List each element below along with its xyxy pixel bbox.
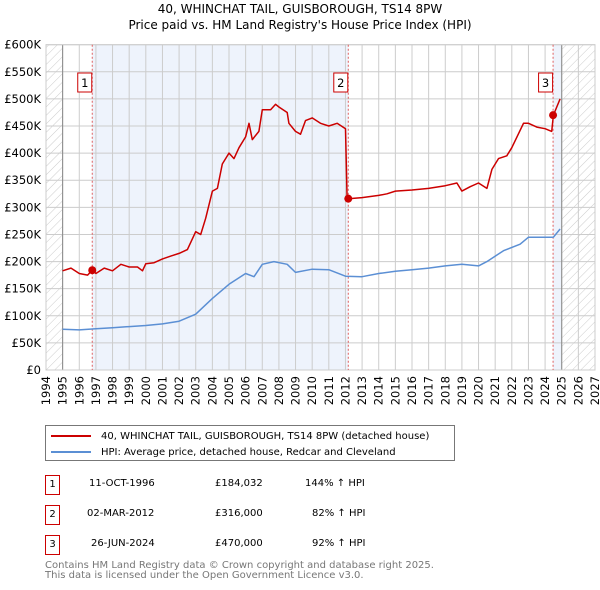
x-tick-label: 2005 xyxy=(222,376,236,405)
x-tick-label: 2027 xyxy=(588,376,600,405)
transaction-hpi: 144% ↑ HPI xyxy=(305,478,365,489)
x-tick-label: 2001 xyxy=(155,376,169,405)
transaction-hpi: 92% ↑ HPI xyxy=(312,538,366,549)
y-tick-label: £400K xyxy=(4,146,41,160)
x-tick-label: 1999 xyxy=(122,376,136,405)
y-tick-label: £0 xyxy=(26,363,41,377)
y-tick-label: £450K xyxy=(4,119,41,133)
transaction-number-badge: 3 xyxy=(45,535,60,555)
x-tick-label: 1994 xyxy=(39,376,53,405)
chart-title-line2: Price paid vs. HM Land Registry's House … xyxy=(128,18,472,32)
y-tick-label: £300K xyxy=(4,200,41,214)
x-tick-label: 2008 xyxy=(272,376,286,405)
x-tick-label: 2025 xyxy=(555,376,569,405)
x-tick-label: 2014 xyxy=(372,376,386,405)
transaction-price: £184,032 xyxy=(215,478,263,489)
legend-swatch-red xyxy=(51,435,91,437)
transaction-price: £316,000 xyxy=(215,508,263,519)
legend-label: 40, WHINCHAT TAIL, GUISBOROUGH, TS14 8PW… xyxy=(101,430,430,442)
x-tick-label: 2009 xyxy=(289,376,303,405)
x-tick-label: 2000 xyxy=(139,376,153,405)
x-tick-label: 2011 xyxy=(322,376,336,405)
y-tick-label: £500K xyxy=(4,92,41,106)
y-tick-label: £600K xyxy=(4,38,41,52)
sale-point xyxy=(88,266,97,275)
x-tick-label: 2022 xyxy=(505,376,519,405)
legend-label: HPI: Average price, detached house, Redc… xyxy=(101,446,396,458)
plot-border xyxy=(45,44,596,371)
x-tick-label: 2006 xyxy=(239,376,253,405)
y-tick-label: £200K xyxy=(4,255,41,269)
transaction-hpi: 82% ↑ HPI xyxy=(312,508,366,519)
y-tick-label: £100K xyxy=(4,309,41,323)
transaction-date: 02-MAR-2012 xyxy=(87,508,155,519)
y-tick-label: £250K xyxy=(4,227,41,241)
chart-legend: 40, WHINCHAT TAIL, GUISBOROUGH, TS14 8PW… xyxy=(45,425,455,461)
x-tick-label: 2020 xyxy=(472,376,486,405)
x-tick-label: 2019 xyxy=(455,376,469,405)
transaction-date: 26-JUN-2024 xyxy=(91,538,155,549)
x-tick-label: 2021 xyxy=(488,376,502,405)
legend-item-hpi: HPI: Average price, detached house, Redc… xyxy=(51,445,396,459)
hpi-series-line xyxy=(62,228,561,331)
legend-swatch-blue xyxy=(51,451,91,453)
x-tick-label: 2010 xyxy=(305,376,319,405)
x-tick-label: 2015 xyxy=(388,376,402,405)
line-chart: £0 £50K £100K £150K £200K £250K £300K £350K £400… xyxy=(4,38,600,406)
property-series-line xyxy=(62,98,561,276)
footer-licence: This data is licensed under the Open Gov… xyxy=(45,570,364,581)
x-tick-label: 2012 xyxy=(338,376,352,405)
x-tick-label: 1996 xyxy=(72,376,86,405)
x-tick-label: 1998 xyxy=(106,376,120,405)
sale-label: 1 xyxy=(81,76,88,90)
sale-point xyxy=(549,111,558,120)
sale-label-box xyxy=(77,72,93,93)
sale-label-box xyxy=(333,72,349,93)
y-tick-label: £550K xyxy=(4,65,41,79)
sale-label: 2 xyxy=(337,76,344,90)
y-tick-label: £150K xyxy=(4,282,41,296)
x-tick-label: 2017 xyxy=(422,376,436,405)
x-tick-label: 2007 xyxy=(255,376,269,405)
x-tick-label: 2024 xyxy=(538,376,552,405)
y-tick-label: £350K xyxy=(4,173,41,187)
transaction-number-badge: 2 xyxy=(45,505,60,525)
x-tick-label: 2002 xyxy=(172,376,186,405)
transaction-number-badge: 1 xyxy=(45,475,60,495)
footer-copyright: Contains HM Land Registry data © Crown c… xyxy=(45,560,434,571)
x-tick-label: 1997 xyxy=(89,376,103,405)
x-tick-label: 2026 xyxy=(571,376,585,405)
y-tick-label: £50K xyxy=(12,336,42,350)
x-tick-label: 2004 xyxy=(205,376,219,405)
x-tick-label: 1995 xyxy=(56,376,70,405)
chart-title-line1: 40, WHINCHAT TAIL, GUISBOROUGH, TS14 8PW xyxy=(157,2,443,16)
x-tick-label: 2018 xyxy=(438,376,452,405)
sale-label: 3 xyxy=(542,76,549,90)
x-tick-label: 2023 xyxy=(521,376,535,405)
sale-label-box xyxy=(538,72,554,93)
x-tick-label: 2013 xyxy=(355,376,369,405)
sale-point xyxy=(344,194,353,203)
x-tick-label: 2003 xyxy=(189,376,203,405)
x-tick-label: 2016 xyxy=(405,376,419,405)
transaction-date: 11-OCT-1996 xyxy=(89,478,155,489)
legend-item-property: 40, WHINCHAT TAIL, GUISBOROUGH, TS14 8PW… xyxy=(51,429,429,443)
transaction-price: £470,000 xyxy=(215,538,263,549)
